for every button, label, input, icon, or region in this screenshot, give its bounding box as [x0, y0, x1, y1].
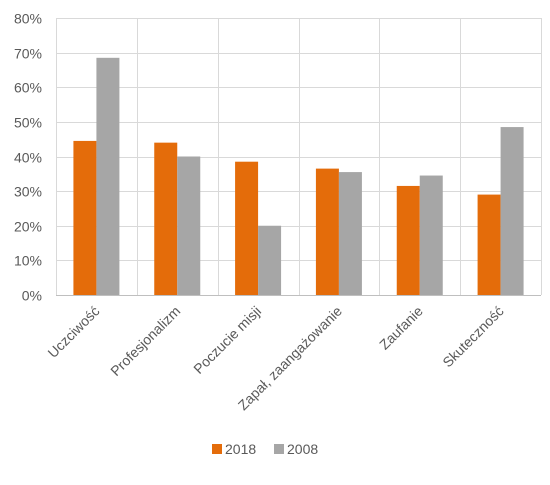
bar-2018-5 [477, 194, 501, 295]
bar-2008-3 [338, 172, 362, 295]
bar-2008-1 [177, 156, 201, 295]
legend: 2018 2008 [212, 441, 318, 457]
y-tick-label: 60% [14, 80, 42, 96]
y-tick-label: 80% [14, 11, 42, 27]
bar-2008-5 [500, 127, 524, 295]
gridlines [56, 18, 542, 296]
x-tick-label: Profesjonalizm [107, 303, 183, 379]
bars [73, 57, 524, 295]
y-tick-label: 20% [14, 219, 42, 235]
y-tick-label: 70% [14, 46, 42, 62]
bar-2018-0 [73, 140, 97, 295]
x-tick-label: Skuteczność [439, 303, 506, 370]
bar-2018-3 [315, 168, 339, 295]
bar-2018-1 [154, 142, 178, 295]
legend-swatch-2018 [212, 444, 222, 454]
x-tick-label: Zaufanie [376, 303, 426, 353]
legend-label-2018: 2018 [225, 441, 256, 457]
x-tick-label: Uczciwość [44, 303, 102, 361]
bar-2008-4 [419, 175, 443, 295]
y-tick-label: 30% [14, 184, 42, 200]
bar-2008-2 [258, 225, 282, 295]
y-tick-label: 10% [14, 253, 42, 269]
bar-2018-2 [235, 161, 259, 295]
x-axis-ticks: Uczciwość Profesjonalizm Poczucie misjiZap… [44, 303, 506, 414]
y-tick-label: 50% [14, 115, 42, 131]
legend-swatch-2008 [274, 444, 284, 454]
y-tick-label: 40% [14, 150, 42, 166]
bar-2008-0 [96, 57, 120, 295]
legend-label-2008: 2008 [287, 441, 318, 457]
y-axis-ticks: 0% 10% 20% 30% 40% 50% 60% 70% 80% [14, 11, 42, 304]
y-tick-label: 0% [22, 288, 42, 304]
bar-2018-4 [396, 185, 420, 295]
x-tick-label: Poczucie misji [190, 303, 264, 377]
